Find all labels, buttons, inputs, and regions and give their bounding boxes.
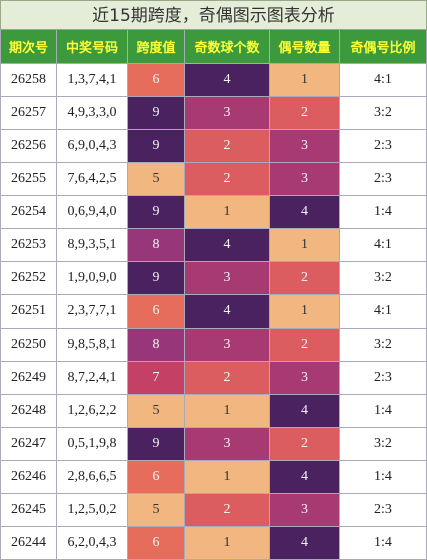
table-cell: 1:4 <box>340 526 427 560</box>
table-cell: 26246 <box>0 460 57 494</box>
table-cell: 5 <box>128 163 185 197</box>
table-cell: 2,3,7,7,1 <box>57 295 128 329</box>
table-cell: 3 <box>185 328 270 362</box>
table-cell: 26254 <box>0 196 57 230</box>
table-cell: 26244 <box>0 526 57 560</box>
table-cell: 0,5,1,9,8 <box>57 427 128 461</box>
table-cell: 5 <box>128 493 185 527</box>
table-cell: 4 <box>270 526 340 560</box>
table-cell: 1 <box>185 460 270 494</box>
table-cell: 1 <box>185 196 270 230</box>
table-cell: 6 <box>128 64 185 98</box>
table-cell: 2 <box>185 163 270 197</box>
table-cell: 8,9,3,5,1 <box>57 229 128 263</box>
table-cell: 3:2 <box>340 328 427 362</box>
table-cell: 0,6,9,4,0 <box>57 196 128 230</box>
table-cell: 4 <box>270 460 340 494</box>
table-cell: 3 <box>185 97 270 131</box>
table-cell: 1 <box>270 64 340 98</box>
table-cell: 26250 <box>0 328 57 362</box>
table-cell: 2 <box>185 130 270 164</box>
table-cell: 1:4 <box>340 394 427 428</box>
table-cell: 1:4 <box>340 460 427 494</box>
table-cell: 26245 <box>0 493 57 527</box>
table-cell: 2 <box>185 361 270 395</box>
header-cell: 跨度值 <box>128 30 185 64</box>
table-cell: 2:3 <box>340 130 427 164</box>
table-cell: 2 <box>270 262 340 296</box>
table-cell: 3 <box>270 493 340 527</box>
table-cell: 2:3 <box>340 493 427 527</box>
table-cell: 6 <box>128 526 185 560</box>
table-cell: 3:2 <box>340 97 427 131</box>
table-cell: 4,9,3,3,0 <box>57 97 128 131</box>
table-cell: 3 <box>270 163 340 197</box>
table-cell: 9 <box>128 97 185 131</box>
table-cell: 3 <box>270 130 340 164</box>
table-cell: 2:3 <box>340 163 427 197</box>
table-cell: 6 <box>128 295 185 329</box>
table-cell: 3 <box>185 427 270 461</box>
table-cell: 7 <box>128 361 185 395</box>
table-cell: 1 <box>185 394 270 428</box>
table-cell: 4 <box>185 229 270 263</box>
table-cell: 8 <box>128 229 185 263</box>
table-cell: 1,2,5,0,2 <box>57 493 128 527</box>
table-cell: 2 <box>185 493 270 527</box>
table-cell: 1 <box>270 295 340 329</box>
header-cell: 期次号 <box>0 30 57 64</box>
header-cell: 奇数球个数 <box>185 30 270 64</box>
table-cell: 1,2,6,2,2 <box>57 394 128 428</box>
header-cell: 偶号数量 <box>270 30 340 64</box>
table-cell: 26252 <box>0 262 57 296</box>
table-cell: 2 <box>270 427 340 461</box>
table-cell: 9,8,5,8,1 <box>57 328 128 362</box>
table-cell: 8,7,2,4,1 <box>57 361 128 395</box>
table-cell: 4:1 <box>340 64 427 98</box>
table-cell: 7,6,4,2,5 <box>57 163 128 197</box>
table-cell: 26248 <box>0 394 57 428</box>
table-cell: 26255 <box>0 163 57 197</box>
table-cell: 1 <box>185 526 270 560</box>
table-cell: 26247 <box>0 427 57 461</box>
table-cell: 26251 <box>0 295 57 329</box>
table-cell: 6,9,0,4,3 <box>57 130 128 164</box>
table-cell: 8 <box>128 328 185 362</box>
table-cell: 4 <box>185 64 270 98</box>
table-cell: 6 <box>128 460 185 494</box>
table-cell: 2 <box>270 328 340 362</box>
table-cell: 2:3 <box>340 361 427 395</box>
table-cell: 9 <box>128 262 185 296</box>
table-cell: 5 <box>128 394 185 428</box>
table-cell: 1:4 <box>340 196 427 230</box>
table-cell: 3:2 <box>340 262 427 296</box>
table-cell: 9 <box>128 130 185 164</box>
table-cell: 3 <box>270 361 340 395</box>
table-cell: 9 <box>128 427 185 461</box>
table-cell: 1,9,0,9,0 <box>57 262 128 296</box>
title: 近15期跨度，奇偶图示图表分析 <box>0 0 427 30</box>
table-cell: 4 <box>185 295 270 329</box>
table-cell: 4:1 <box>340 229 427 263</box>
table-cell: 26257 <box>0 97 57 131</box>
table-cell: 26256 <box>0 130 57 164</box>
table-cell: 2 <box>270 97 340 131</box>
header-cell: 中奖号码 <box>57 30 128 64</box>
header-cell: 奇偶号比例 <box>340 30 427 64</box>
table-cell: 9 <box>128 196 185 230</box>
table-cell: 2,8,6,6,5 <box>57 460 128 494</box>
table-cell: 26249 <box>0 361 57 395</box>
table-cell: 4 <box>270 196 340 230</box>
table-cell: 3 <box>185 262 270 296</box>
table-cell: 1 <box>270 229 340 263</box>
table-cell: 3:2 <box>340 427 427 461</box>
table-cell: 4:1 <box>340 295 427 329</box>
table-cell: 4 <box>270 394 340 428</box>
table-cell: 26258 <box>0 64 57 98</box>
table-cell: 6,2,0,4,3 <box>57 526 128 560</box>
table-cell: 26253 <box>0 229 57 263</box>
table-cell: 1,3,7,4,1 <box>57 64 128 98</box>
